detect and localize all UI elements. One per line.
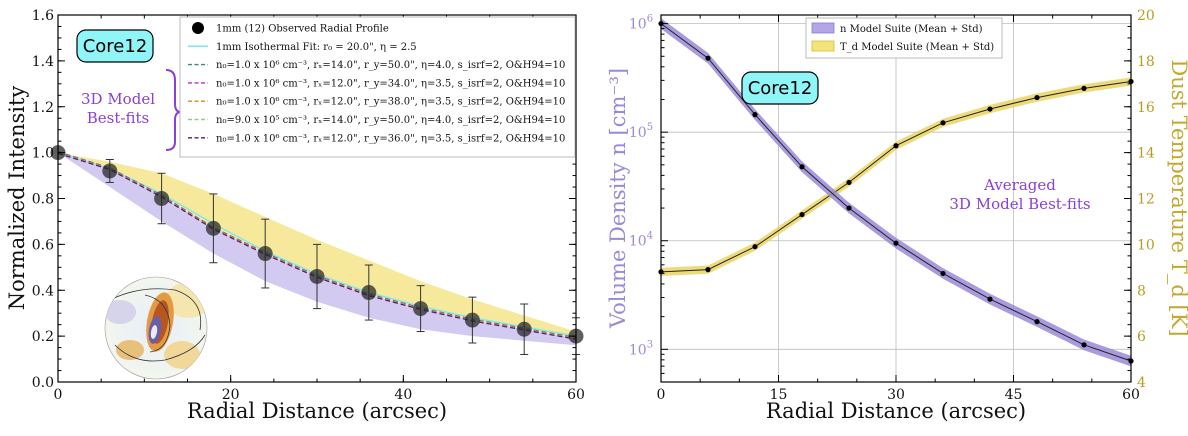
- y-tick-label: 0.0: [32, 375, 54, 391]
- y-tick-label: 1.0: [32, 146, 54, 162]
- y-left-tick-label: 106: [629, 14, 653, 33]
- temperature-point: [705, 267, 711, 273]
- observed-profile: [50, 145, 584, 355]
- legend-label-density: n Model Suite (Mean + Std): [840, 24, 983, 35]
- x-tick-label: 45: [1005, 387, 1023, 403]
- right-ticks: 0 15 30 45 60 103 104 105 106 4 6 8 10 12 14 16 18 20: [629, 8, 1155, 403]
- y-right-tick-label: 4: [1137, 375, 1146, 391]
- y-tick-label: 1.6: [32, 8, 54, 24]
- annotation-brace: [165, 69, 182, 151]
- legend-label-model: n₀=9.0 x 10⁵ cm⁻³, rₓ=14.0", r_y=50.0", …: [216, 115, 565, 126]
- density-point: [705, 55, 711, 61]
- x-tick-label: 30: [887, 387, 905, 403]
- density-point: [846, 205, 852, 211]
- y-tick-label: 0.8: [32, 192, 54, 208]
- density-point: [1081, 342, 1087, 348]
- temperature-point: [799, 211, 805, 218]
- x-tick-label: 60: [1122, 387, 1140, 403]
- averaged-line-1: Averaged: [983, 176, 1056, 194]
- svg-text:Core12: Core12: [748, 78, 813, 99]
- y-tick-label: 0.2: [32, 329, 54, 345]
- left-x-axis-label: Radial Distance (arcsec): [187, 399, 447, 423]
- averaged-line-2: 3D Model Best-fits: [949, 195, 1090, 213]
- legend-swatch-density: [811, 22, 835, 34]
- legend-label-temperature: T_d Model Suite (Mean + Std): [840, 42, 994, 53]
- observed-point: [205, 220, 221, 236]
- observed-point: [516, 321, 532, 337]
- density-point: [1034, 319, 1040, 325]
- density-point: [752, 112, 758, 118]
- y-tick-label: 1.4: [32, 54, 54, 70]
- y-right-tick-label: 18: [1137, 54, 1155, 70]
- y-left-tick-label: 103: [629, 339, 653, 358]
- observed-point: [102, 163, 118, 179]
- y-right-tick-label: 8: [1137, 283, 1146, 299]
- y-right-tick-label: 14: [1137, 146, 1155, 162]
- observed-point: [413, 301, 429, 317]
- density-point: [799, 164, 805, 170]
- y-right-tick-label: 6: [1137, 329, 1146, 345]
- y-tick-label: 0.4: [32, 283, 54, 299]
- left-panel: 0 20 40 60 0.0 0.2 0.4 0.6 0.8 1.0 1.2 1.4 1.6 Radia…: [5, 8, 585, 423]
- y-left-tick-label: 105: [629, 122, 653, 141]
- y-right-tick-label: 16: [1137, 100, 1155, 116]
- temperature-point: [1034, 94, 1040, 101]
- density-point: [987, 296, 993, 302]
- core-map-inset: [104, 276, 208, 380]
- density-point: [893, 240, 899, 246]
- observed-point: [154, 191, 170, 206]
- y-tick-label: 1.2: [32, 100, 54, 116]
- y-tick-label: 0.6: [32, 237, 54, 253]
- legend-label-model: n₀=1.0 x 10⁶ cm⁻³, rₓ=12.0", r_y=34.0", …: [216, 78, 565, 89]
- temperature-point: [752, 244, 758, 250]
- x-tick-label: 0: [657, 387, 666, 403]
- svg-text:Core12: Core12: [83, 36, 148, 57]
- right-panel: 0 15 30 45 60 103 104 105 106 4 6 8 10 12 14 16 18 20 Rad…: [606, 8, 1188, 423]
- y-right-tick-label: 20: [1137, 8, 1155, 24]
- averaged-annotation: Averaged 3D Model Best-fits: [949, 176, 1090, 213]
- right-y-axis-label-left: Volume Density n [cm⁻³]: [606, 68, 630, 329]
- observed-point: [309, 268, 325, 284]
- right-x-axis-label: Radial Distance (arcsec): [766, 399, 1026, 423]
- left-legend: 1mm (12) Observed Radial Profile 1mm Isot…: [179, 16, 576, 158]
- annotation-line-2: Best-fits: [87, 109, 149, 127]
- x-tick-label: 0: [54, 387, 63, 403]
- best-fits-annotation: 3D Model Best-fits: [81, 69, 182, 151]
- legend-marker-observed: [192, 22, 204, 34]
- legend-label-model: n₀=1.0 x 10⁶ cm⁻³, rₓ=12.0", r_y=36.0", …: [216, 133, 565, 144]
- legend-label-observed: 1mm (12) Observed Radial Profile: [216, 24, 389, 35]
- observed-point: [257, 246, 273, 262]
- y-left-tick-label: 104: [629, 231, 653, 250]
- legend-label-isothermal: 1mm Isothermal Fit: r₀ = 20.0", η = 2.5: [216, 42, 417, 53]
- legend-swatch-temperature: [811, 40, 835, 52]
- legend-label-model: n₀=1.0 x 10⁶ cm⁻³, rₓ=12.0", r_y=38.0", …: [216, 97, 565, 108]
- annotation-line-1: 3D Model: [81, 90, 155, 108]
- temperature-point: [940, 120, 946, 126]
- legend-label-model: n₀=1.0 x 10⁶ cm⁻³, rₓ=14.0", r_y=50.0", …: [216, 60, 565, 71]
- density-band: [661, 18, 1131, 367]
- left-y-axis-label: Normalized Intensity: [5, 86, 29, 311]
- temperature-point: [846, 179, 852, 186]
- observed-point: [361, 285, 377, 301]
- temperature-point: [987, 106, 993, 112]
- x-tick-label: 60: [567, 387, 585, 403]
- observed-point: [464, 312, 480, 328]
- x-tick-label: 15: [770, 387, 788, 403]
- temperature-point: [893, 143, 899, 149]
- left-ticks: 0 20 40 60 0.0 0.2 0.4 0.6 0.8 1.0 1.2 1.4 1.6: [32, 8, 585, 403]
- x-tick-label: 40: [394, 387, 412, 403]
- y-right-tick-label: 12: [1137, 192, 1155, 208]
- temperature-point: [1081, 85, 1087, 91]
- y-right-tick-label: 10: [1137, 237, 1155, 253]
- right-core-badge: Core12: [741, 71, 819, 105]
- right-y-axis-label-right: Dust Temperature T_d [K]: [1167, 59, 1188, 336]
- left-core-badge: Core12: [76, 29, 154, 63]
- right-legend: n Model Suite (Mean + Std) T_d Model Sui…: [805, 17, 1003, 59]
- density-point: [940, 270, 946, 277]
- x-tick-label: 20: [222, 387, 240, 403]
